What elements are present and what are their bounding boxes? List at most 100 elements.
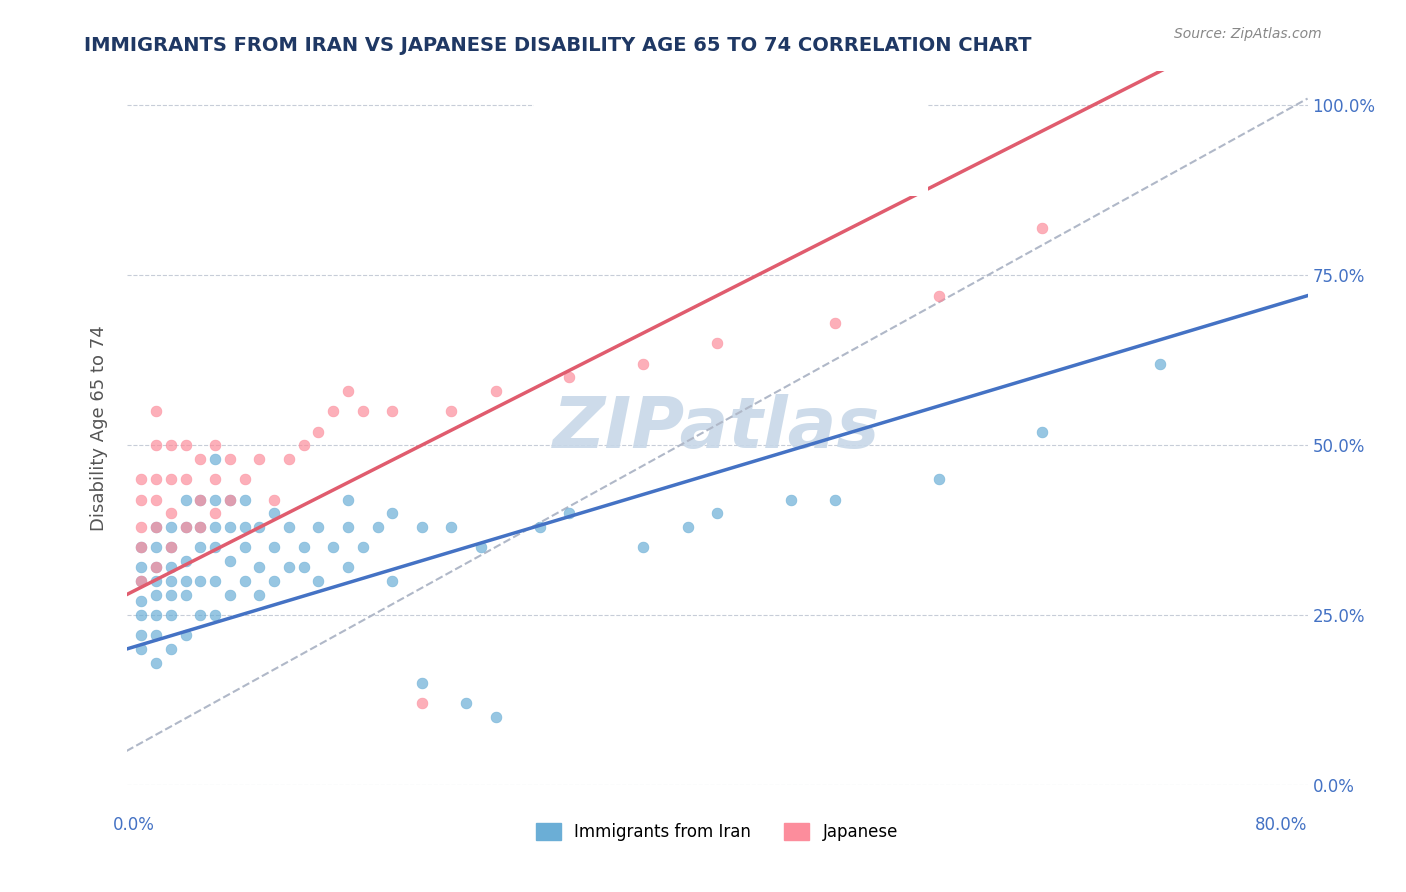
Point: [278, 451, 301, 466]
Point: [1149, 357, 1171, 371]
Point: [160, 588, 183, 602]
Point: [145, 588, 167, 602]
Point: [129, 574, 153, 588]
Point: [706, 506, 728, 520]
Point: [928, 288, 950, 302]
Point: [249, 519, 271, 533]
Point: [337, 560, 360, 574]
Point: [322, 404, 344, 418]
Point: [174, 519, 197, 533]
Point: [292, 540, 315, 554]
Point: [129, 642, 153, 657]
Point: [470, 540, 492, 554]
Point: [529, 519, 551, 533]
Point: [129, 519, 153, 533]
Text: IMMIGRANTS FROM IRAN VS JAPANESE DISABILITY AGE 65 TO 74 CORRELATION CHART: IMMIGRANTS FROM IRAN VS JAPANESE DISABIL…: [84, 36, 1032, 54]
Point: [160, 608, 183, 623]
Point: [456, 697, 478, 711]
Point: [129, 540, 153, 554]
Point: [160, 472, 183, 486]
Point: [928, 472, 950, 486]
Point: [263, 506, 285, 520]
Point: [129, 540, 153, 554]
Point: [233, 540, 256, 554]
Point: [484, 384, 508, 398]
Point: [145, 560, 167, 574]
Text: N =: N =: [762, 160, 803, 178]
Point: [337, 384, 360, 398]
Point: [188, 540, 212, 554]
Text: 0.654: 0.654: [657, 160, 713, 178]
Point: [145, 574, 167, 588]
Text: ZIPatlas: ZIPatlas: [554, 393, 880, 463]
Point: [188, 492, 212, 507]
Point: [129, 608, 153, 623]
Text: 80.0%: 80.0%: [1256, 815, 1308, 833]
Point: [188, 574, 212, 588]
Point: [263, 492, 285, 507]
Point: [204, 608, 226, 623]
Point: [204, 574, 226, 588]
Point: [308, 519, 330, 533]
Point: [219, 519, 242, 533]
Point: [204, 472, 226, 486]
Point: [352, 540, 374, 554]
Point: [160, 519, 183, 533]
Point: [367, 519, 389, 533]
Point: [188, 608, 212, 623]
Point: [1031, 425, 1053, 439]
Point: [308, 574, 330, 588]
Point: [824, 492, 846, 507]
Point: [337, 492, 360, 507]
Point: [824, 316, 846, 330]
Point: [706, 336, 728, 351]
Point: [160, 540, 183, 554]
Point: [233, 472, 256, 486]
Point: [174, 588, 197, 602]
Point: [129, 560, 153, 574]
Point: [381, 574, 404, 588]
Point: [308, 425, 330, 439]
Point: [188, 519, 212, 533]
Point: [352, 404, 374, 418]
Point: [440, 404, 463, 418]
Point: [249, 560, 271, 574]
Point: [263, 574, 285, 588]
Point: [174, 492, 197, 507]
Point: [129, 574, 153, 588]
Point: [204, 438, 226, 452]
Point: [160, 540, 183, 554]
Point: [558, 506, 581, 520]
Point: [411, 697, 433, 711]
Point: [129, 594, 153, 608]
FancyBboxPatch shape: [526, 96, 936, 198]
Point: [174, 519, 197, 533]
Point: [633, 540, 655, 554]
Point: [233, 519, 256, 533]
Point: [219, 492, 242, 507]
Point: [160, 574, 183, 588]
Point: [145, 519, 167, 533]
Point: [204, 451, 226, 466]
Text: 84: 84: [810, 117, 835, 135]
Point: [174, 574, 197, 588]
Text: 45: 45: [810, 160, 835, 178]
Point: [1031, 220, 1053, 235]
Point: [145, 628, 167, 642]
Point: [188, 451, 212, 466]
Point: [204, 540, 226, 554]
Point: [204, 492, 226, 507]
Text: N =: N =: [762, 117, 803, 135]
Point: [145, 540, 167, 554]
Point: [484, 710, 508, 724]
Point: [337, 519, 360, 533]
Text: R =: R =: [605, 160, 644, 178]
Point: [278, 519, 301, 533]
Bar: [546, 108, 593, 142]
Point: [174, 472, 197, 486]
Point: [558, 370, 581, 384]
Point: [381, 404, 404, 418]
Legend: Immigrants from Iran, Japanese: Immigrants from Iran, Japanese: [529, 816, 905, 848]
Point: [411, 676, 433, 690]
Point: [129, 472, 153, 486]
